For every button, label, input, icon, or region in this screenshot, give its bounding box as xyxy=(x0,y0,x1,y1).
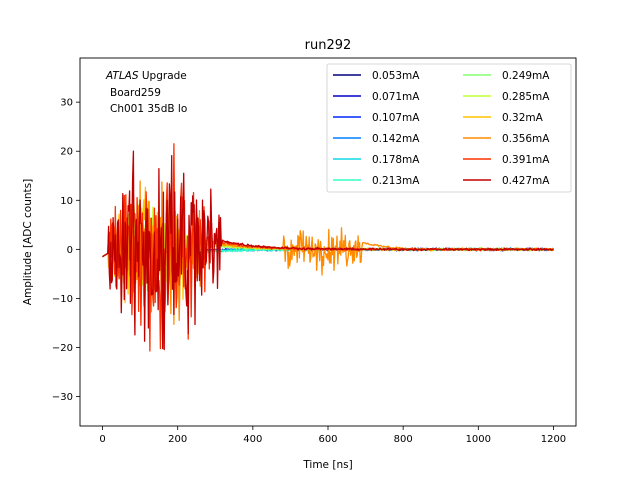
x-tick-label: 800 xyxy=(394,434,413,445)
legend-label: 0.249mA xyxy=(502,70,550,82)
legend-label: 0.391mA xyxy=(502,154,550,166)
y-tick-label: −10 xyxy=(52,294,73,305)
plot-area xyxy=(102,143,555,352)
x-tick-label: 0 xyxy=(99,434,105,445)
annotation-upgrade: Upgrade xyxy=(139,70,187,82)
x-tick-label: 1000 xyxy=(466,434,491,445)
y-axis: −30 −20 −10 0 10 20 30 xyxy=(52,98,80,403)
x-tick-label: 200 xyxy=(168,434,187,445)
legend-label: 0.071mA xyxy=(372,91,420,103)
legend-label: 0.356mA xyxy=(502,133,550,145)
y-tick-label: −30 xyxy=(52,392,73,403)
annotation-line-3: Ch001 35dB lo xyxy=(110,103,187,115)
annotation-line-2: Board259 xyxy=(110,87,161,99)
legend-label: 0.285mA xyxy=(502,91,550,103)
y-tick-label: 0 xyxy=(67,245,73,256)
legend-label: 0.427mA xyxy=(502,175,550,187)
x-axis: 0 200 400 600 800 1000 1200 xyxy=(99,426,566,445)
series-layer xyxy=(102,143,555,352)
chart-title: run292 xyxy=(305,38,352,53)
legend-label: 0.142mA xyxy=(372,133,420,145)
y-tick-label: −20 xyxy=(52,343,73,354)
legend-label: 0.053mA xyxy=(372,70,420,82)
legend-label: 0.107mA xyxy=(372,112,420,124)
legend: 0.053mA 0.071mA 0.107mA 0.142mA 0.178mA 0.213… xyxy=(326,63,572,193)
annotation: ATLAS Upgrade Board259 Ch001 35dB lo xyxy=(105,70,187,115)
series-line-0.427mA xyxy=(102,150,554,351)
x-axis-label: Time [ns] xyxy=(302,459,352,471)
annotation-atlas: ATLAS xyxy=(105,70,139,82)
y-tick-label: 20 xyxy=(60,147,73,158)
legend-label: 0.32mA xyxy=(502,112,544,124)
legend-label: 0.213mA xyxy=(372,175,420,187)
x-tick-label: 1200 xyxy=(541,434,566,445)
legend-box xyxy=(326,63,572,193)
y-tick-label: 10 xyxy=(60,196,73,207)
y-tick-label: 30 xyxy=(60,98,73,109)
x-tick-label: 600 xyxy=(318,434,337,445)
x-tick-label: 400 xyxy=(243,434,262,445)
legend-label: 0.178mA xyxy=(372,154,420,166)
y-axis-label: Amplitude [ADC counts] xyxy=(22,179,34,305)
annotation-line-1: ATLAS Upgrade xyxy=(105,70,187,82)
